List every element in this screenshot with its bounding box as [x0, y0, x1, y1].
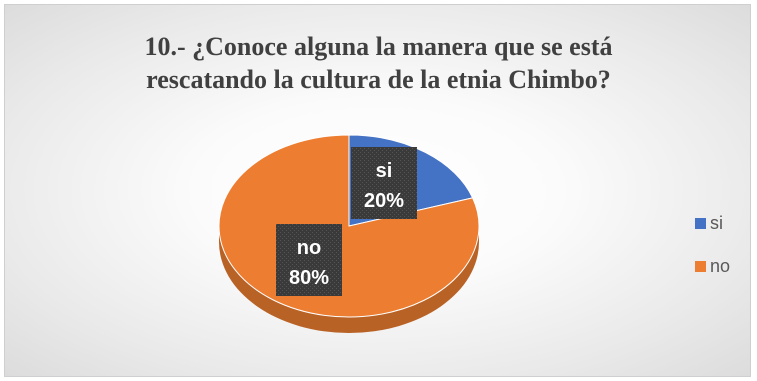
- data-label-category-no: no: [297, 237, 321, 259]
- legend-label-no: no: [710, 255, 731, 276]
- legend-swatch-si: [695, 217, 706, 229]
- pie-side-no: [219, 226, 479, 333]
- legend-label-si: si: [710, 212, 723, 233]
- data-label-value-si: 20%: [364, 190, 404, 212]
- chart-title: 10.- ¿Conoce alguna la manera que se est…: [0, 30, 757, 96]
- data-label-category-si: si: [376, 160, 393, 182]
- data-label-box-si: [351, 147, 417, 219]
- data-label-no: no 80%: [276, 224, 342, 296]
- legend-item-si: si: [695, 212, 723, 234]
- data-label-box-no: [276, 224, 342, 296]
- chart-title-line-1: 10.- ¿Conoce alguna la manera que se est…: [144, 32, 613, 61]
- legend-item-no: no: [695, 255, 730, 277]
- chart-legend: si no: [683, 200, 753, 295]
- chart-title-line-2: rescatando la cultura de la etnia Chimbo…: [146, 65, 611, 94]
- data-label-value-no: 80%: [289, 267, 329, 289]
- data-label-si: si 20%: [351, 147, 417, 219]
- legend-swatch-no: [695, 260, 706, 272]
